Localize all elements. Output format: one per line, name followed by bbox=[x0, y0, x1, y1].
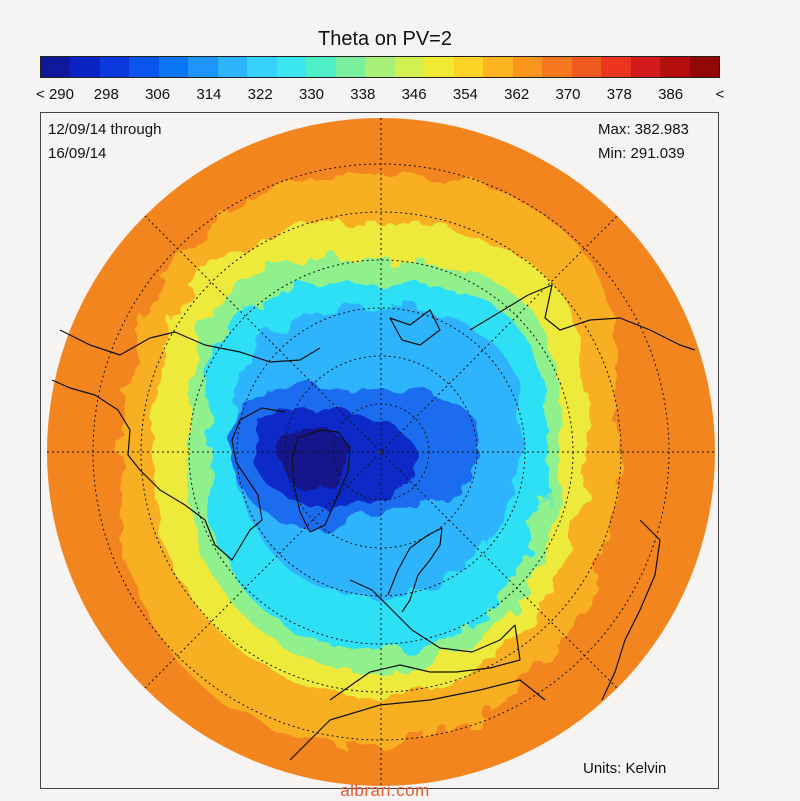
color-scale-tick-label: < bbox=[715, 86, 725, 103]
color-scale-segment bbox=[70, 57, 100, 77]
coast-siberia bbox=[469, 284, 696, 351]
color-scale-segment bbox=[365, 57, 395, 77]
color-scale-tick-label: 338 bbox=[350, 86, 376, 103]
min-value: Min: 291.039 bbox=[598, 145, 685, 162]
field-stats: Max: 382.983 Min: 291.039 bbox=[598, 118, 689, 166]
color-scale-segment bbox=[41, 57, 71, 77]
coast-europe bbox=[329, 579, 521, 701]
color-scale-segment bbox=[571, 57, 602, 77]
coast-north-africa bbox=[289, 679, 546, 761]
color-scale-segment bbox=[158, 57, 189, 77]
color-scale-tick-label: 306 bbox=[145, 86, 171, 103]
date-range-line1: 12/09/14 through bbox=[48, 121, 162, 138]
color-scale-labels: < 290 298 306 314 322 330 338 346 354 362 370 378 38… bbox=[0, 86, 800, 106]
color-scale-segment bbox=[217, 57, 248, 77]
color-scale-segment bbox=[335, 57, 366, 77]
date-range: 12/09/14 through 16/09/14 bbox=[48, 118, 161, 166]
color-scale-segment bbox=[630, 57, 661, 77]
color-scale-segment bbox=[99, 57, 130, 77]
max-value: Max: 382.983 bbox=[598, 121, 689, 138]
graticule bbox=[47, 118, 715, 786]
color-scale-tick-label: 362 bbox=[504, 86, 530, 103]
color-scale-tick-label: 298 bbox=[93, 86, 119, 103]
color-scale-tick-label: < 290 bbox=[36, 86, 74, 103]
color-scale-segment bbox=[453, 57, 484, 77]
color-scale-segment bbox=[247, 57, 277, 77]
color-scale-tick-label: 354 bbox=[452, 86, 478, 103]
color-scale-bar bbox=[40, 56, 720, 78]
color-scale-segment bbox=[424, 57, 454, 77]
color-scale-tick-label: 314 bbox=[196, 86, 222, 103]
north-pole-marker: + bbox=[376, 448, 382, 459]
coast-north-america bbox=[51, 379, 286, 561]
color-scale-segment bbox=[276, 57, 307, 77]
color-scale-segment bbox=[188, 57, 218, 77]
color-scale-segment bbox=[483, 57, 513, 77]
chart-title: Theta on PV=2 bbox=[318, 28, 452, 50]
color-scale-segment bbox=[601, 57, 631, 77]
coast-arctic-islands bbox=[389, 309, 441, 346]
color-scale-tick-label: 346 bbox=[401, 86, 427, 103]
watermark: albrari.com bbox=[340, 781, 430, 800]
units-label: Units: Kelvin bbox=[583, 760, 667, 777]
theta-field bbox=[47, 118, 715, 786]
coast-greenland bbox=[291, 429, 351, 533]
map-frame bbox=[40, 112, 719, 789]
color-scale-tick-label: 386 bbox=[658, 86, 684, 103]
coast-alaska bbox=[59, 329, 321, 363]
color-scale-segment bbox=[689, 57, 720, 77]
color-scale-segment bbox=[129, 57, 159, 77]
color-scale-segment bbox=[306, 57, 336, 77]
color-scale-segment bbox=[542, 57, 572, 77]
color-scale-tick-label: 330 bbox=[298, 86, 325, 103]
coast-scandinavia bbox=[387, 527, 443, 613]
color-scale-segment bbox=[512, 57, 543, 77]
color-scale-segment bbox=[660, 57, 690, 77]
color-scale-tick-label: 370 bbox=[555, 86, 581, 103]
date-range-line2: 16/09/14 bbox=[48, 145, 107, 162]
color-scale-segment bbox=[394, 57, 425, 77]
coast-east-asia bbox=[601, 519, 661, 701]
coastlines bbox=[51, 284, 696, 761]
color-scale-tick-label: 378 bbox=[606, 86, 632, 103]
color-scale-tick-label: 322 bbox=[247, 86, 273, 103]
